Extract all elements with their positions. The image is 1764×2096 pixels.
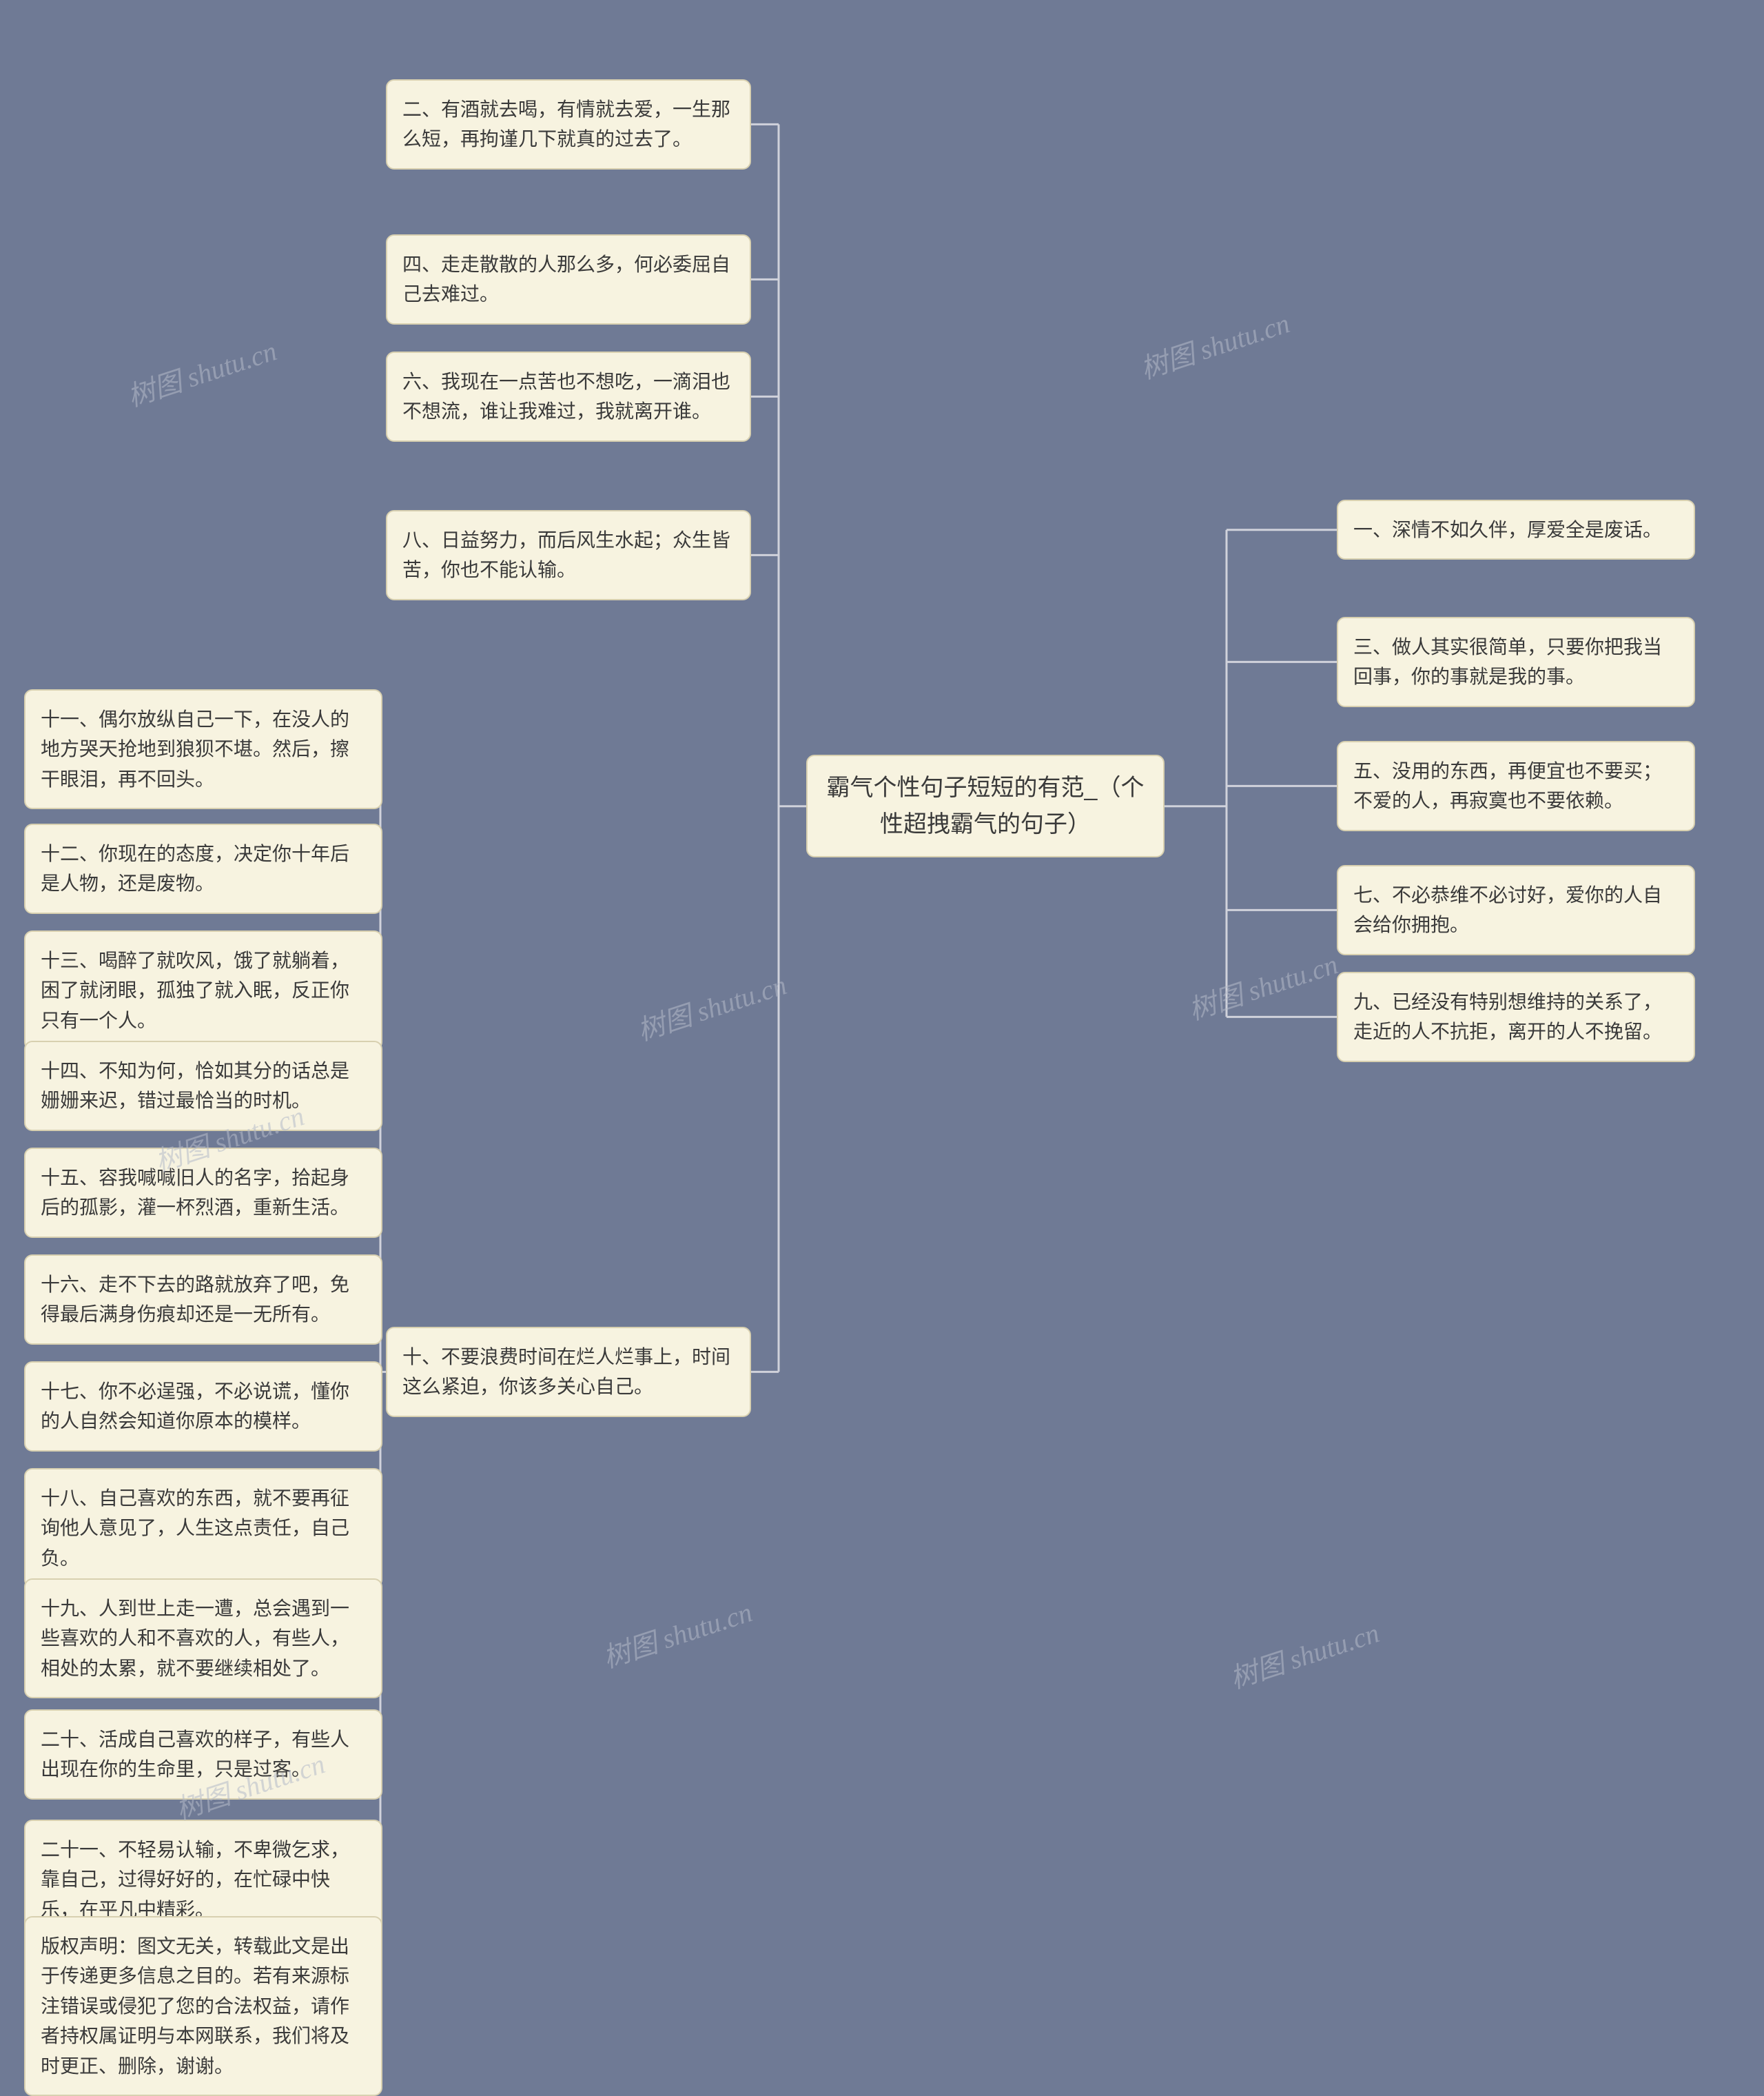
node-g3: 十三、喝醉了就吹风，饿了就躺着，困了就闭眼，孤独了就入眠，反正你只有一个人。: [24, 930, 382, 1050]
node-g5: 十五、容我喊喊旧人的名字，拾起身后的孤影，灌一杯烈酒，重新生活。: [24, 1148, 382, 1238]
node-l5: 十、不要浪费时间在烂人烂事上，时间这么紧迫，你该多关心自己。: [386, 1327, 751, 1417]
node-r1: 一、深情不如久伴，厚爱全是废话。: [1337, 500, 1695, 560]
node-r3: 五、没用的东西，再便宜也不要买；不爱的人，再寂寞也不要依赖。: [1337, 741, 1695, 831]
node-g1: 十一、偶尔放纵自己一下，在没人的地方哭天抢地到狼狈不堪。然后，擦干眼泪，再不回头…: [24, 689, 382, 809]
node-r2: 三、做人其实很简单，只要你把我当回事，你的事就是我的事。: [1337, 617, 1695, 707]
node-l3: 六、我现在一点苦也不想吃，一滴泪也不想流，谁让我难过，我就离开谁。: [386, 352, 751, 442]
node-g8: 十八、自己喜欢的东西，就不要再征询他人意见了，人生这点责任，自己负。: [24, 1468, 382, 1588]
watermark: 树图 shutu.cn: [1183, 942, 1342, 1028]
node-r5: 九、已经没有特别想维持的关系了，走近的人不抗拒，离开的人不挽留。: [1337, 972, 1695, 1062]
watermark: 树图 shutu.cn: [1135, 301, 1294, 387]
node-g4: 十四、不知为何，恰如其分的话总是姗姗来迟，错过最恰当的时机。: [24, 1041, 382, 1131]
node-l4: 八、日益努力，而后风生水起；众生皆苦，你也不能认输。: [386, 510, 751, 600]
node-g2: 十二、你现在的态度，决定你十年后是人物，还是废物。: [24, 824, 382, 914]
node-r4: 七、不必恭维不必讨好，爱你的人自会给你拥抱。: [1337, 865, 1695, 955]
watermark: 树图 shutu.cn: [1224, 1611, 1384, 1697]
watermark: 树图 shutu.cn: [632, 963, 791, 1049]
node-g10: 二十、活成自己喜欢的样子，有些人出现在你的生命里，只是过客。: [24, 1709, 382, 1800]
node-l1: 二、有酒就去喝，有情就去爱，一生那么短，再拘谨几下就真的过去了。: [386, 79, 751, 170]
watermark: 树图 shutu.cn: [122, 329, 281, 415]
watermark: 树图 shutu.cn: [597, 1590, 757, 1676]
node-g7: 十七、你不必逞强，不必说谎，懂你的人自然会知道你原本的模样。: [24, 1361, 382, 1452]
node-g9: 十九、人到世上走一遭，总会遇到一些喜欢的人和不喜欢的人，有些人，相处的太累，就不…: [24, 1578, 382, 1698]
node-l2: 四、走走散散的人那么多，何必委屈自己去难过。: [386, 234, 751, 325]
root-node: 霸气个性句子短短的有范_（个性超拽霸气的句子）: [806, 755, 1165, 857]
node-g13: 版权声明：图文无关，转载此文是出于传递更多信息之目的。若有来源标注错误或侵犯了您…: [24, 1916, 382, 2096]
node-g6: 十六、走不下去的路就放弃了吧，免得最后满身伤痕却还是一无所有。: [24, 1254, 382, 1345]
